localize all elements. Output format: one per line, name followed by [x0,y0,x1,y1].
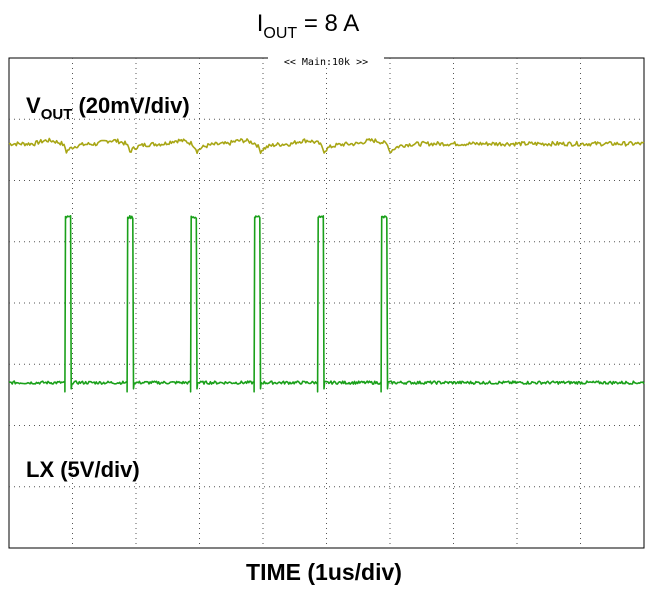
lx-trace [8,215,645,393]
timebase-bg [268,56,384,68]
lx-label: LX (5V/div) [26,457,140,482]
chart-title: IOUT = 8 A [257,10,360,42]
title-main: I [257,10,264,37]
timebase-label: << Main:10k >> [284,57,368,68]
vout-label: VOUT (20mV/div) [26,93,190,123]
x-axis-label: TIME (1us/div) [246,559,402,585]
vout-trace [8,137,645,155]
title-sub: OUT [263,25,297,42]
vout-label-main: V [26,93,41,118]
traces [8,137,645,393]
title-rest: = 8 A [297,10,359,37]
grid [9,58,644,548]
vout-label-rest: (20mV/div) [72,93,189,118]
vout-label-sub: OUT [41,106,73,123]
